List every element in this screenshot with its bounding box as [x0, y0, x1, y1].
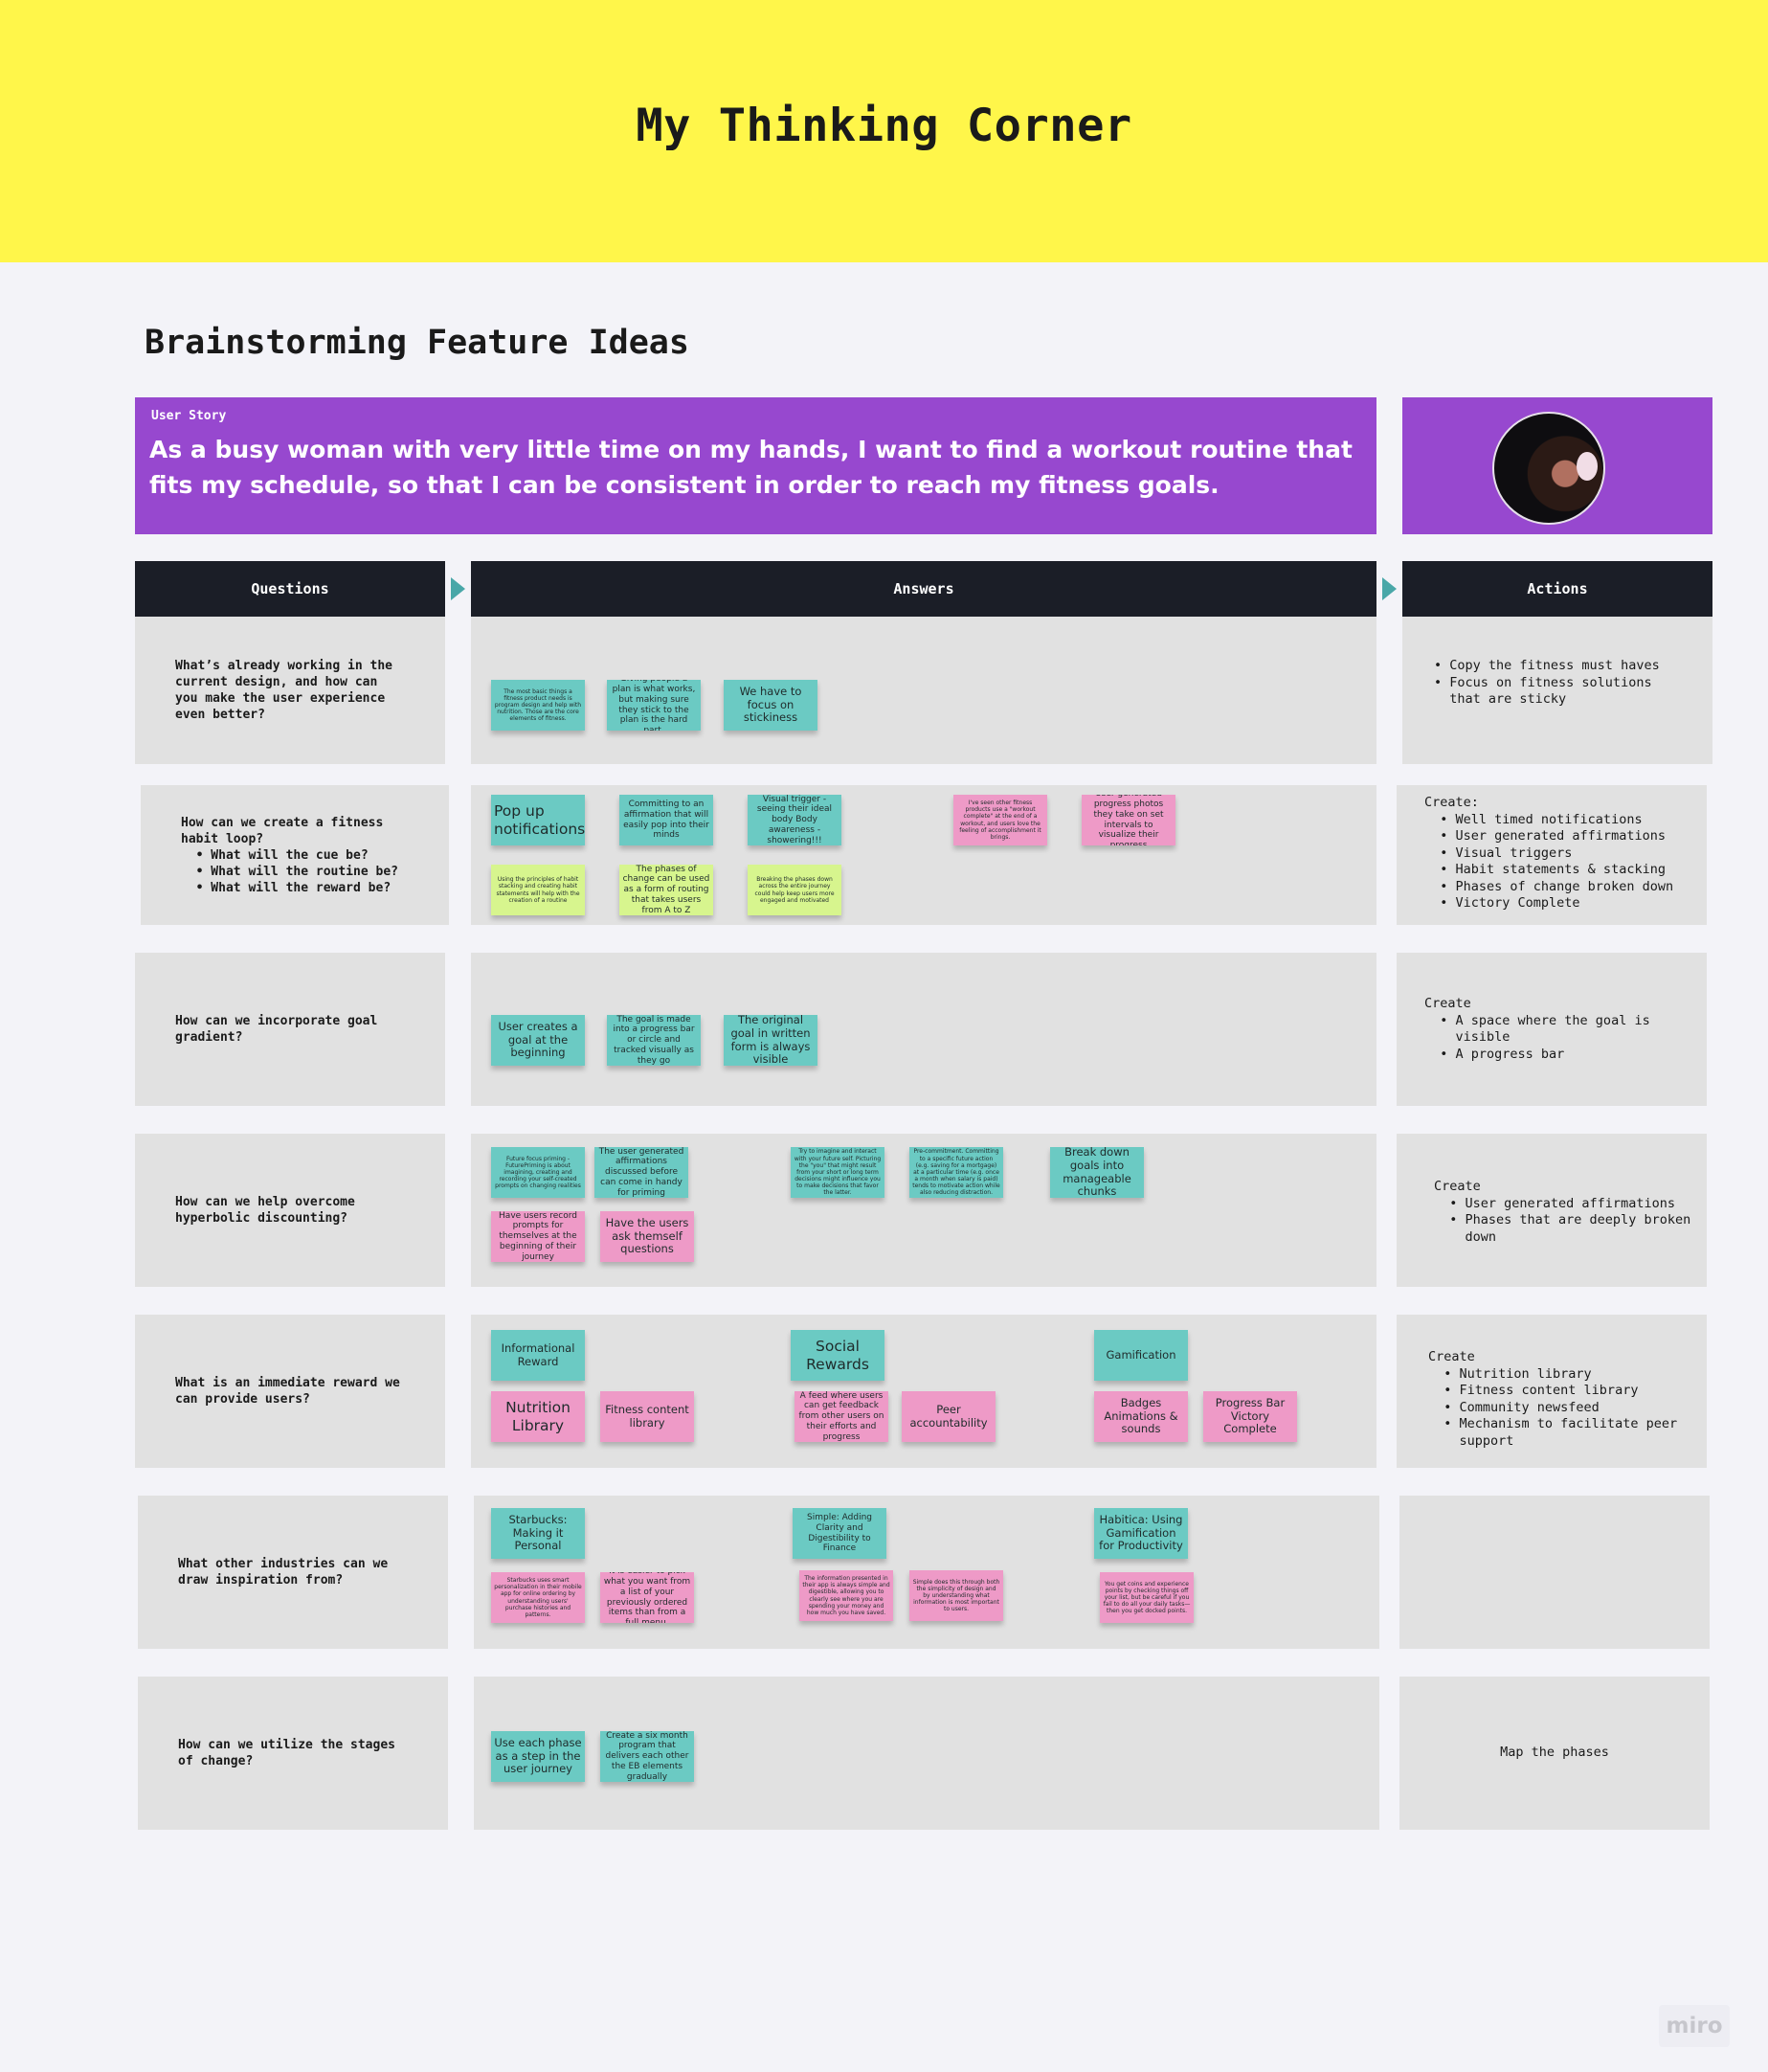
sticky-note[interactable]: The most basic things a fitness product …	[491, 680, 585, 731]
sticky-note[interactable]: Use each phase as a step in the user jou…	[491, 1731, 585, 1782]
user-story-frame[interactable]: User Story As a busy woman with very lit…	[135, 397, 1376, 534]
board-title: My Thinking Corner	[636, 100, 1132, 152]
sticky-note[interactable]: User creates a goal at the beginning	[491, 1015, 585, 1066]
sticky-note[interactable]: Simple: Adding Clarity and Digestibility…	[793, 1508, 886, 1559]
sticky-note[interactable]: Nutrition Library	[491, 1391, 585, 1442]
actions-cell[interactable]: Create: • Well timed notifications • Use…	[1397, 785, 1707, 925]
sticky-note[interactable]: User generated progress photos they take…	[1082, 795, 1175, 845]
sticky-note[interactable]: Progress Bar Victory Complete	[1203, 1391, 1297, 1442]
sticky-note[interactable]: Gamification	[1094, 1330, 1188, 1381]
sticky-note[interactable]: Informational Reward	[491, 1330, 585, 1381]
sticky-note[interactable]: Visual trigger - seeing their ideal body…	[748, 795, 841, 845]
sticky-note[interactable]: Fitness content library	[600, 1391, 694, 1442]
user-story-label: User Story	[151, 409, 227, 423]
sticky-note[interactable]: Break down goals into manageable chunks	[1050, 1147, 1144, 1198]
sticky-note[interactable]: We have to focus on stickiness	[724, 680, 817, 731]
sticky-note[interactable]: Habitica: Using Gamification for Product…	[1094, 1508, 1188, 1559]
question-cell[interactable]: How can we utilize the stages of change?	[138, 1677, 448, 1830]
question-cell[interactable]: What’s already working in the current de…	[135, 617, 445, 764]
sticky-note[interactable]: I've seen other fitness products use a "…	[953, 795, 1047, 845]
answers-cell[interactable]: Future focus priming - FuturePriming is …	[471, 1134, 1376, 1287]
sticky-note[interactable]: Pre-commitment. Committing to a specific…	[909, 1147, 1003, 1198]
question-text: How can we create a fitness habit loop? …	[181, 815, 398, 895]
sticky-note[interactable]: Starbucks uses smart personalization in …	[491, 1572, 585, 1623]
arrow-right-icon	[1382, 577, 1397, 600]
question-text: What is an immediate reward we can provi…	[175, 1376, 400, 1407]
user-story-text: As a busy woman with very little time on…	[149, 436, 1353, 499]
header-banner: My Thinking Corner	[0, 0, 1768, 262]
question-cell[interactable]: How can we incorporate goal gradient?	[135, 953, 445, 1106]
sticky-note[interactable]: The phases of change can be used as a fo…	[619, 865, 713, 915]
sticky-note[interactable]: Create a six month program that delivers…	[600, 1731, 694, 1782]
answers-cell[interactable]: Informational Reward Social Rewards Gami…	[471, 1315, 1376, 1468]
question-text: How can we incorporate goal gradient?	[175, 1014, 378, 1045]
sticky-note[interactable]: The goal is made into a progress bar or …	[607, 1015, 701, 1066]
actions-cell[interactable]: Map the phases	[1399, 1677, 1710, 1830]
sticky-note[interactable]: Badges Animations & sounds	[1094, 1391, 1188, 1442]
sticky-note[interactable]: Pop up notifications	[491, 795, 585, 845]
question-text: What’s already working in the current de…	[175, 659, 392, 722]
section-title: Brainstorming Feature Ideas	[145, 324, 689, 362]
persona-avatar[interactable]	[1492, 412, 1605, 525]
sticky-note[interactable]: Have users record prompts for themselves…	[491, 1211, 585, 1262]
sticky-note[interactable]: The original goal in written form is alw…	[724, 1015, 817, 1066]
question-cell[interactable]: How can we create a fitness habit loop? …	[141, 785, 449, 925]
miro-logo[interactable]: miro	[1659, 2005, 1730, 2047]
actions-cell[interactable]	[1399, 1496, 1710, 1649]
actions-cell[interactable]: Create • User generated affirmations • P…	[1397, 1134, 1707, 1287]
sticky-note[interactable]: Breaking the phases down across the enti…	[748, 865, 841, 915]
actions-header: Actions	[1402, 561, 1712, 617]
question-text: How can we utilize the stages of change?	[178, 1738, 395, 1768]
question-cell[interactable]: What other industries can we draw inspir…	[138, 1496, 448, 1649]
sticky-note[interactable]: Try to imagine and interact with your fu…	[791, 1147, 884, 1198]
actions-cell[interactable]: • Copy the fitness must haves • Focus on…	[1402, 617, 1712, 764]
answers-cell[interactable]: Starbucks: Making it Personal Simple: Ad…	[474, 1496, 1379, 1649]
arrow-right-icon	[451, 577, 465, 600]
question-text: How can we help overcome hyperbolic disc…	[175, 1195, 355, 1226]
sticky-note[interactable]: Committing to an affirmation that will e…	[619, 795, 713, 845]
sticky-note[interactable]: Starbucks: Making it Personal	[491, 1508, 585, 1559]
question-cell[interactable]: What is an immediate reward we can provi…	[135, 1315, 445, 1468]
answers-cell[interactable]: Use each phase as a step in the user jou…	[474, 1677, 1379, 1830]
question-text: What other industries can we draw inspir…	[178, 1557, 389, 1588]
questions-header: Questions	[135, 561, 445, 617]
answers-cell[interactable]: User creates a goal at the beginning The…	[471, 953, 1376, 1106]
sticky-note[interactable]: A feed where users can get feedback from…	[794, 1391, 888, 1442]
sticky-note[interactable]: Using the principles of habit stacking a…	[491, 865, 585, 915]
sticky-note[interactable]: The user generated affirmations discusse…	[594, 1147, 688, 1198]
answers-cell[interactable]: The most basic things a fitness product …	[471, 617, 1376, 764]
sticky-note[interactable]: Social Rewards	[791, 1330, 884, 1381]
actions-cell[interactable]: Create • A space where the goal is visib…	[1397, 953, 1707, 1106]
persona-panel[interactable]	[1402, 397, 1712, 534]
sticky-note[interactable]: It is easier to pick what you want from …	[600, 1572, 694, 1623]
actions-cell[interactable]: Create • Nutrition library • Fitness con…	[1397, 1315, 1707, 1468]
answers-header: Answers	[471, 561, 1376, 617]
answers-cell[interactable]: Pop up notifications Committing to an af…	[471, 785, 1376, 925]
sticky-note[interactable]: Simple does this through both the simpli…	[909, 1570, 1003, 1621]
sticky-note[interactable]: Giving people a plan is what works, but …	[607, 680, 701, 731]
sticky-note[interactable]: Future focus priming - FuturePriming is …	[491, 1147, 585, 1198]
sticky-note[interactable]: You get coins and experience points by c…	[1100, 1572, 1194, 1623]
question-cell[interactable]: How can we help overcome hyperbolic disc…	[135, 1134, 445, 1287]
sticky-note[interactable]: Have the users ask themself questions	[600, 1211, 694, 1262]
sticky-note[interactable]: The information presented in their app i…	[799, 1570, 893, 1621]
sticky-note[interactable]: Peer accountability	[902, 1391, 996, 1442]
